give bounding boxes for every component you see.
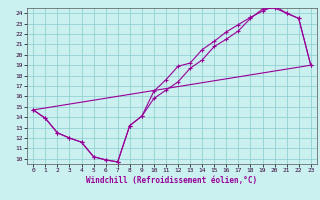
X-axis label: Windchill (Refroidissement éolien,°C): Windchill (Refroidissement éolien,°C) [86,176,258,185]
